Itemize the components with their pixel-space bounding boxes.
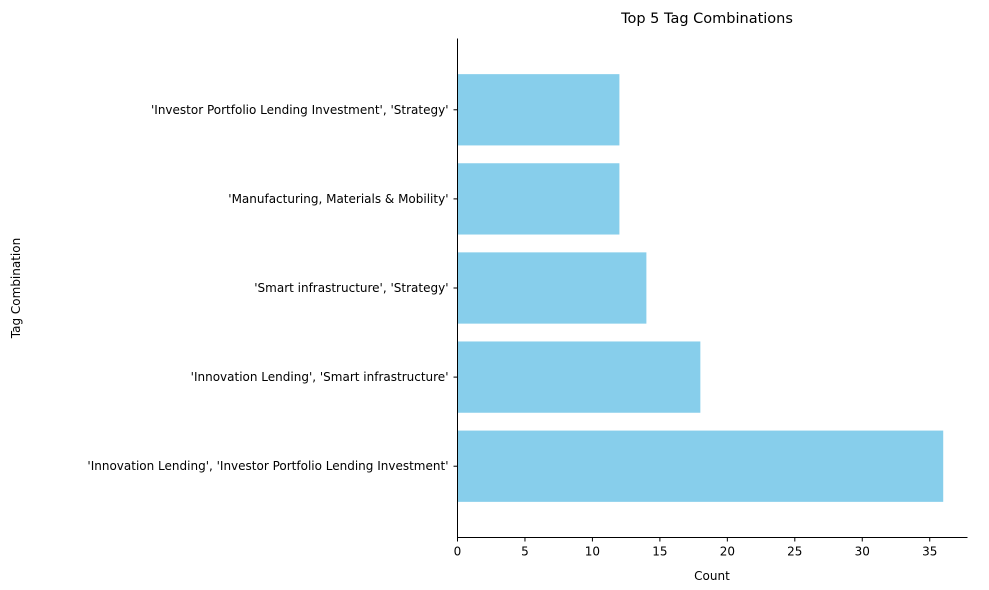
x-tick-label: 5	[521, 545, 529, 559]
plot-frame	[457, 38, 968, 538]
x-tick-label: 35	[922, 545, 937, 559]
bar	[457, 341, 701, 413]
x-ticks-group: 0 5 10 15 20 25 30 35	[454, 537, 937, 559]
bar	[457, 252, 647, 324]
x-tick-label: 10	[585, 545, 600, 559]
y-tick-label: 'Manufacturing, Materials & Mobility'	[228, 192, 448, 206]
x-tick-label: 0	[454, 545, 462, 559]
x-axis-label: Count	[694, 569, 730, 583]
x-tick-label: 25	[787, 545, 802, 559]
x-tick-label: 15	[652, 545, 667, 559]
y-tick-label: 'Smart infrastructure', 'Strategy'	[254, 281, 448, 295]
y-tick-label: 'Innovation Lending', 'Smart infrastruct…	[191, 370, 449, 384]
bar	[457, 74, 620, 146]
bar	[457, 430, 944, 502]
chart-title: Top 5 Tag Combinations	[620, 11, 793, 27]
x-tick-label: 30	[855, 545, 870, 559]
y-axis-label: Tag Combination	[9, 238, 23, 339]
bars-group	[457, 74, 944, 502]
y-ticks-group: 'Innovation Lending', 'Investor Portfoli…	[87, 103, 458, 473]
y-tick-label: 'Investor Portfolio Lending Investment',…	[151, 103, 449, 117]
x-tick-label: 20	[720, 545, 735, 559]
y-tick-label: 'Innovation Lending', 'Investor Portfoli…	[87, 459, 448, 473]
bar	[457, 163, 620, 235]
